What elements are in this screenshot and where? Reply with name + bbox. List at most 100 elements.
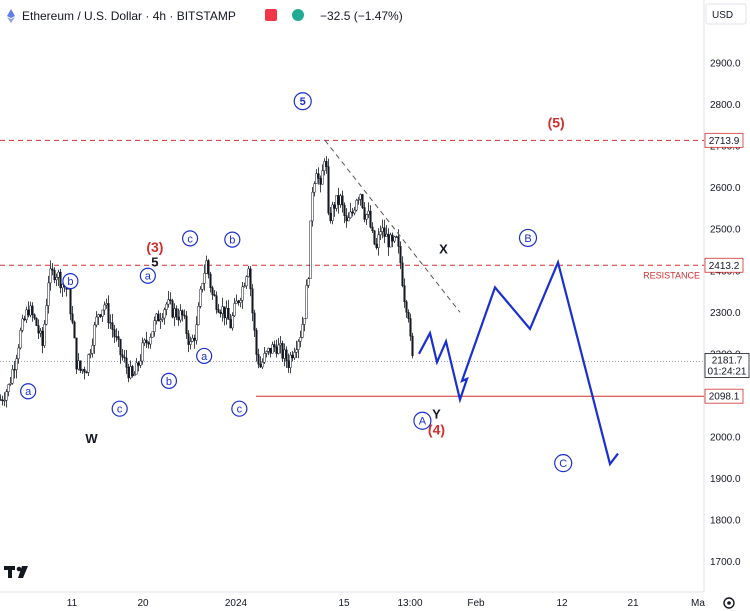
candle-body [43, 323, 46, 346]
candle-body [299, 337, 302, 342]
candle-body [391, 234, 394, 242]
candle-body [197, 306, 200, 325]
x-tick-label: 12 [556, 598, 568, 609]
symbol-title[interactable]: Ethereum / U.S. Dollar · 4h · BITSTAMP [22, 9, 236, 23]
candle-body [277, 344, 280, 354]
candle-body [255, 329, 258, 355]
circle-wave-label [160, 372, 178, 389]
candle-body [219, 311, 222, 314]
trendline-dashed [324, 140, 461, 313]
candle-body [263, 353, 266, 363]
candle-body [55, 277, 58, 281]
projection-path [418, 258, 619, 467]
candle-body [151, 331, 154, 338]
candle-body [269, 347, 272, 354]
candle-body [79, 360, 82, 371]
candle-body [409, 318, 412, 337]
candle-body [311, 191, 314, 222]
candle-body [75, 337, 78, 370]
candle-body [139, 360, 142, 366]
candle-body [359, 194, 362, 200]
candle-body [377, 234, 380, 248]
candle-body [3, 400, 6, 402]
circle-wave-text: c [117, 404, 123, 416]
circle-wave-text: 5 [300, 96, 306, 108]
circle-wave-label [111, 400, 128, 417]
candle-body [385, 233, 388, 237]
candle-body [7, 384, 10, 392]
candle-body [231, 315, 234, 329]
candle-body [137, 362, 140, 366]
candle-body [257, 354, 260, 365]
price-tag [704, 388, 744, 404]
candle-body [387, 233, 390, 248]
candle-body [291, 354, 294, 359]
candle-body [325, 161, 328, 167]
candle-body [123, 356, 126, 359]
candle-body [341, 195, 344, 206]
candle-body [205, 260, 208, 274]
bearish-status-icon [265, 9, 277, 21]
candle-body [345, 215, 348, 222]
candle-body [273, 344, 276, 348]
candle-body [239, 300, 242, 303]
candle-body [383, 227, 386, 237]
candle-body [149, 336, 152, 345]
price-tag [704, 257, 744, 273]
circle-wave-label [224, 231, 241, 248]
candle-body [207, 260, 210, 275]
candle-body [301, 324, 304, 338]
y-tick-label: 1900.0 [710, 474, 741, 485]
candle-body [101, 309, 104, 317]
wave-label: (4) [428, 421, 445, 437]
candle-body [133, 373, 136, 377]
circle-wave-text: C [559, 458, 567, 470]
settings-gear-icon[interactable] [723, 597, 735, 609]
circle-wave-label [62, 273, 79, 290]
candle-body [405, 301, 408, 313]
candle-body [195, 324, 198, 341]
candle-body [235, 300, 238, 304]
candle-body [165, 303, 168, 310]
y-tick-label: 1700.0 [710, 557, 741, 568]
y-tick-label: 2800.0 [710, 100, 741, 111]
candle-body [365, 214, 368, 220]
candle-body [159, 319, 162, 322]
candle-body [37, 325, 40, 334]
candle-body [407, 312, 410, 319]
candle-body [105, 303, 108, 306]
candle-body [225, 307, 228, 319]
candle-body [177, 316, 180, 321]
candle-body [403, 285, 406, 303]
candle-body [11, 369, 14, 384]
chart-header: Ethereum / U.S. Dollar · 4h · BITSTAMP −… [7, 3, 747, 25]
tradingview-logo[interactable] [4, 566, 28, 578]
candle-body [9, 382, 12, 385]
candle-body [29, 305, 32, 316]
candle-body [135, 362, 138, 375]
candle-body [251, 288, 254, 314]
currency-selector[interactable] [705, 3, 747, 25]
candle-body [279, 343, 282, 346]
candle-body [89, 353, 92, 355]
candle-body [229, 319, 232, 329]
wave-label: (5) [548, 114, 565, 130]
candle-body [355, 199, 358, 211]
candle-body [91, 345, 94, 354]
candle-body [59, 271, 62, 289]
candle-body [33, 314, 36, 319]
circle-wave-text: c [187, 233, 193, 245]
candle-body [147, 342, 150, 345]
candle-body [249, 268, 252, 290]
candle-body [313, 183, 316, 193]
candle-body [87, 354, 90, 373]
candle-body [121, 354, 124, 358]
price-tag [704, 132, 744, 148]
candle-body [71, 313, 74, 323]
circle-wave-text: b [166, 376, 172, 388]
candle-body [223, 306, 226, 319]
candle-body [183, 314, 186, 317]
candle-body [115, 336, 118, 338]
